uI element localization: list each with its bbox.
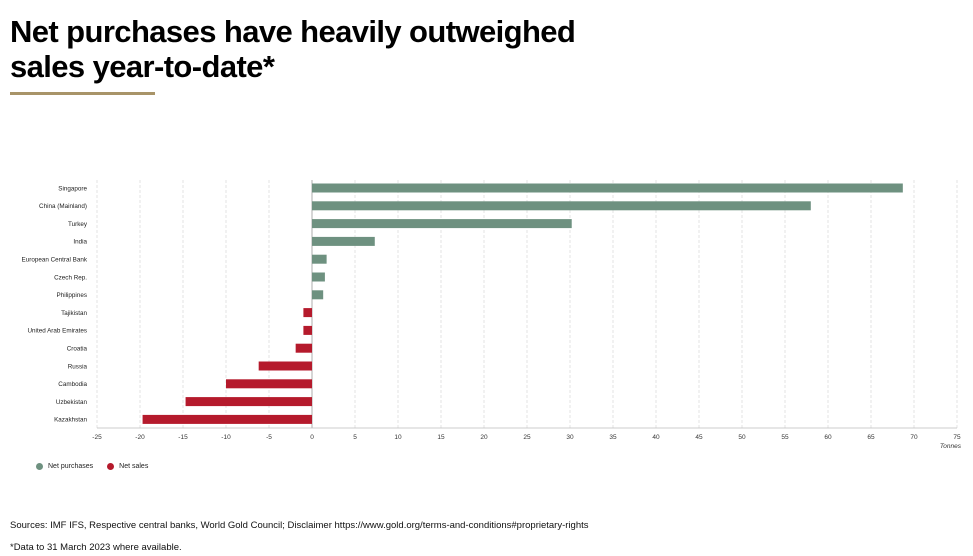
legend-label-net-sales: Net sales — [119, 463, 149, 470]
legend-item-net-sales: Net sales — [107, 463, 148, 470]
x-tick-label: 10 — [394, 434, 402, 441]
chart-legend: Net purchases Net sales — [36, 463, 148, 470]
bar — [303, 308, 312, 318]
x-tick-label: 45 — [695, 434, 703, 441]
legend-swatch-net-sales — [107, 463, 115, 470]
x-tick-label: 60 — [824, 434, 832, 441]
category-label: United Arab Emirates — [28, 328, 88, 335]
category-label: Singapore — [58, 185, 87, 192]
x-tick-label: 65 — [867, 434, 875, 441]
bar — [312, 219, 572, 229]
category-label: Philippines — [57, 292, 87, 299]
bar — [312, 290, 324, 300]
x-tick-label: 55 — [781, 434, 789, 441]
x-tick-label: 70 — [910, 434, 918, 441]
category-label: Uzbekistan — [56, 399, 88, 406]
footnote-text: *Data to 31 March 2023 where available. — [10, 542, 182, 553]
x-tick-label: -15 — [178, 434, 188, 441]
x-tick-label: -10 — [221, 434, 231, 441]
x-tick-label: 0 — [310, 434, 314, 441]
bar — [312, 201, 811, 211]
x-tick-label: -20 — [135, 434, 145, 441]
category-label: Tajikistan — [61, 310, 87, 317]
bar — [142, 414, 312, 424]
x-axis-label: Tonnes — [940, 443, 962, 450]
legend-swatch-net-purchases — [36, 463, 43, 470]
category-label: China (Mainland) — [39, 203, 87, 210]
bar — [303, 325, 312, 335]
category-label: Kazakhstan — [54, 417, 87, 424]
x-tick-label: 5 — [353, 434, 357, 441]
x-tick-label: 40 — [652, 434, 660, 441]
category-label: Croatia — [67, 346, 88, 353]
category-label: European Central Bank — [22, 257, 88, 264]
chart-title: Net purchases have heavily outweighed sa… — [10, 14, 710, 84]
x-tick-label: 30 — [566, 434, 574, 441]
category-label: Russia — [68, 363, 88, 370]
x-tick-label: 25 — [523, 434, 531, 441]
bar — [312, 272, 325, 282]
category-label: Cambodia — [58, 381, 87, 388]
title-accent-rule — [10, 92, 155, 95]
x-tick-label: 75 — [953, 434, 961, 441]
x-tick-label: 35 — [609, 434, 617, 441]
x-tick-label: -5 — [266, 434, 272, 441]
chart-title-line-1: Net purchases have heavily outweighed — [10, 14, 576, 49]
bar — [185, 397, 312, 407]
bar — [258, 361, 312, 371]
legend-item-net-purchases: Net purchases — [36, 463, 93, 470]
category-label: Czech Rep. — [54, 274, 87, 281]
bar — [312, 183, 903, 193]
legend-label-net-purchases: Net purchases — [48, 463, 94, 470]
category-label: India — [73, 239, 87, 246]
bar — [312, 236, 375, 246]
x-tick-label: -25 — [92, 434, 102, 441]
bar-chart: -25 -20 -15 -10 -5 0 5 10 15 20 25 30 35 40 45 50 55 60 65… — [22, 180, 962, 450]
sources-text: Sources: IMF IFS, Respective central ban… — [10, 520, 589, 531]
bar — [295, 343, 312, 353]
x-tick-label: 50 — [738, 434, 746, 441]
bar — [226, 379, 312, 389]
category-label: Turkey — [68, 221, 88, 228]
bar — [312, 254, 327, 264]
chart-title-line-2: sales year-to-date* — [10, 49, 275, 84]
x-tick-label: 20 — [480, 434, 488, 441]
x-tick-label: 15 — [437, 434, 445, 441]
